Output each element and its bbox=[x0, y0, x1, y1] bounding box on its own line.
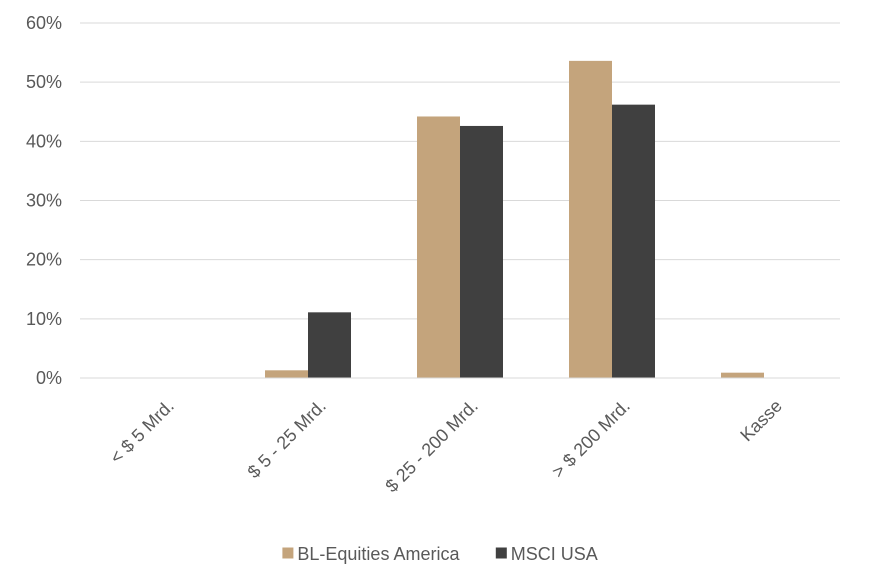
legend-label-bl-equities-america: BL-Equities America bbox=[297, 544, 460, 564]
legend: BL-Equities America MSCI USA bbox=[282, 544, 598, 564]
bar-msci-usa-2 bbox=[460, 125, 503, 378]
y-tick-label: 20% bbox=[26, 250, 62, 270]
legend-swatch-bl-equities-america bbox=[282, 547, 294, 559]
bars bbox=[265, 60, 764, 379]
bar-bl-equities-america-1 bbox=[265, 370, 308, 378]
bar-msci-usa-3 bbox=[612, 104, 655, 379]
legend-label-msci-usa: MSCI USA bbox=[511, 544, 598, 564]
bar-msci-usa-1 bbox=[308, 312, 351, 378]
legend-swatch-msci-usa bbox=[495, 547, 507, 559]
x-tick-label: $ 25 - 200 Mrd. bbox=[381, 396, 481, 496]
y-tick-label: 60% bbox=[26, 13, 62, 33]
x-tick-label: < $ 5 Mrd. bbox=[106, 396, 178, 468]
x-tick-label: $ 5 - 25 Mrd. bbox=[244, 396, 330, 482]
y-tick-label: 0% bbox=[36, 368, 62, 388]
y-tick-label: 30% bbox=[26, 191, 62, 211]
bar-bl-equities-america-3 bbox=[569, 60, 612, 378]
y-axis-tick-labels: 0% 10% 20% 30% 40% 50% 60% bbox=[26, 13, 62, 388]
bar-bl-equities-america-2 bbox=[417, 116, 460, 378]
y-tick-label: 10% bbox=[26, 309, 62, 329]
x-axis-tick-labels: < $ 5 Mrd. $ 5 - 25 Mrd. $ 25 - 200 Mrd. > … bbox=[106, 396, 786, 496]
x-tick-label: > $ 200 Mrd. bbox=[548, 396, 634, 482]
bar-bl-equities-america-4 bbox=[721, 372, 764, 378]
y-tick-label: 50% bbox=[26, 72, 62, 92]
x-tick-label: Kasse bbox=[736, 396, 786, 446]
y-tick-label: 40% bbox=[26, 131, 62, 151]
